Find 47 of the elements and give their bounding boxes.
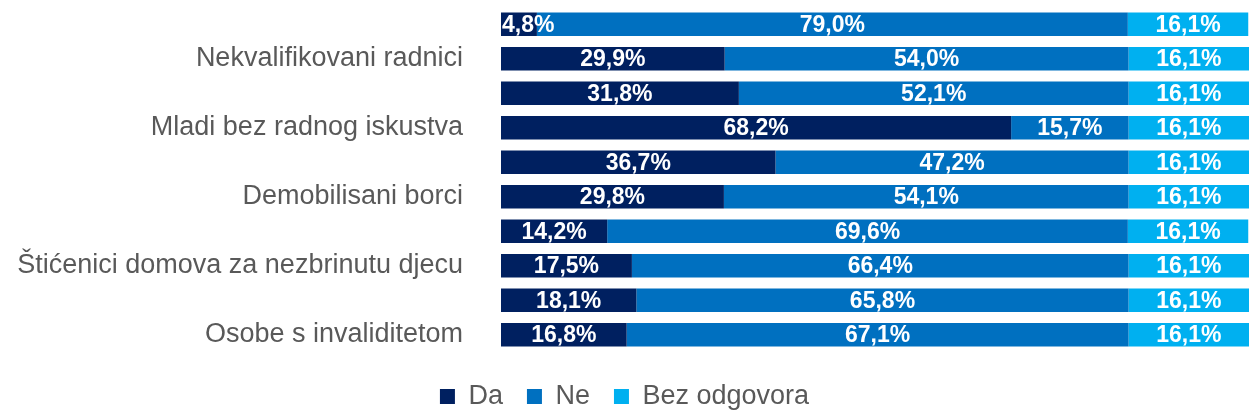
data-label: 18,1%	[536, 286, 602, 313]
data-label: 52,1%	[901, 79, 967, 106]
data-label: 68,2%	[723, 114, 789, 141]
data-label: 16,1%	[1156, 148, 1222, 175]
bar	[626, 323, 1129, 347]
data-label: 65,8%	[849, 286, 916, 313]
data-label: 54,1%	[893, 183, 959, 210]
data-label: 14,2%	[521, 217, 587, 244]
data-label: 16,1%	[1156, 252, 1222, 279]
data-label: 4,8%	[502, 10, 555, 37]
data-label: 16,1%	[1156, 286, 1222, 313]
data-label: 16,8%	[531, 321, 597, 348]
legend-label: Bez odgovora	[642, 379, 811, 410]
data-label: 15,7%	[1037, 114, 1103, 141]
data-label: 47,2%	[919, 148, 985, 175]
data-label: 17,5%	[533, 252, 600, 279]
bar	[636, 288, 1129, 312]
y-tick-label: Štićenici domova za nezbrinutu djecu	[17, 248, 463, 280]
y-tick-label: Mladi bez radnog iskustva	[150, 111, 464, 142]
data-label: 16,1%	[1155, 10, 1221, 37]
data-label: 36,7%	[605, 148, 671, 175]
y-tick-label: Demobilisani borci	[242, 180, 463, 211]
y-tick-label: Nekvalifikovani radnici	[195, 42, 463, 73]
data-label: 54,0%	[894, 45, 960, 72]
legend-label: Ne	[555, 379, 590, 410]
data-label: 69,6%	[834, 217, 901, 244]
data-label: 16,1%	[1156, 321, 1222, 348]
data-label: 16,1%	[1156, 79, 1222, 106]
bar	[775, 150, 1129, 174]
data-label: 66,4%	[847, 252, 913, 279]
data-label: 79,0%	[799, 10, 865, 37]
bar	[501, 116, 1012, 140]
bar	[607, 219, 1128, 243]
legend-label: Da	[468, 379, 504, 410]
data-label: 31,8%	[587, 79, 653, 106]
data-label: 67,1%	[845, 321, 911, 348]
data-label: 29,8%	[579, 183, 646, 210]
bar	[738, 81, 1129, 105]
data-label: 29,9%	[580, 45, 646, 72]
y-tick-label: Osobe s invaliditetom	[204, 318, 463, 349]
data-label: 16,1%	[1156, 114, 1222, 141]
data-label: 16,1%	[1156, 45, 1222, 72]
data-label: 16,1%	[1155, 217, 1221, 244]
bar	[724, 47, 1129, 71]
bar	[723, 185, 1129, 209]
data-label: 16,1%	[1156, 183, 1222, 210]
bar	[631, 254, 1129, 278]
